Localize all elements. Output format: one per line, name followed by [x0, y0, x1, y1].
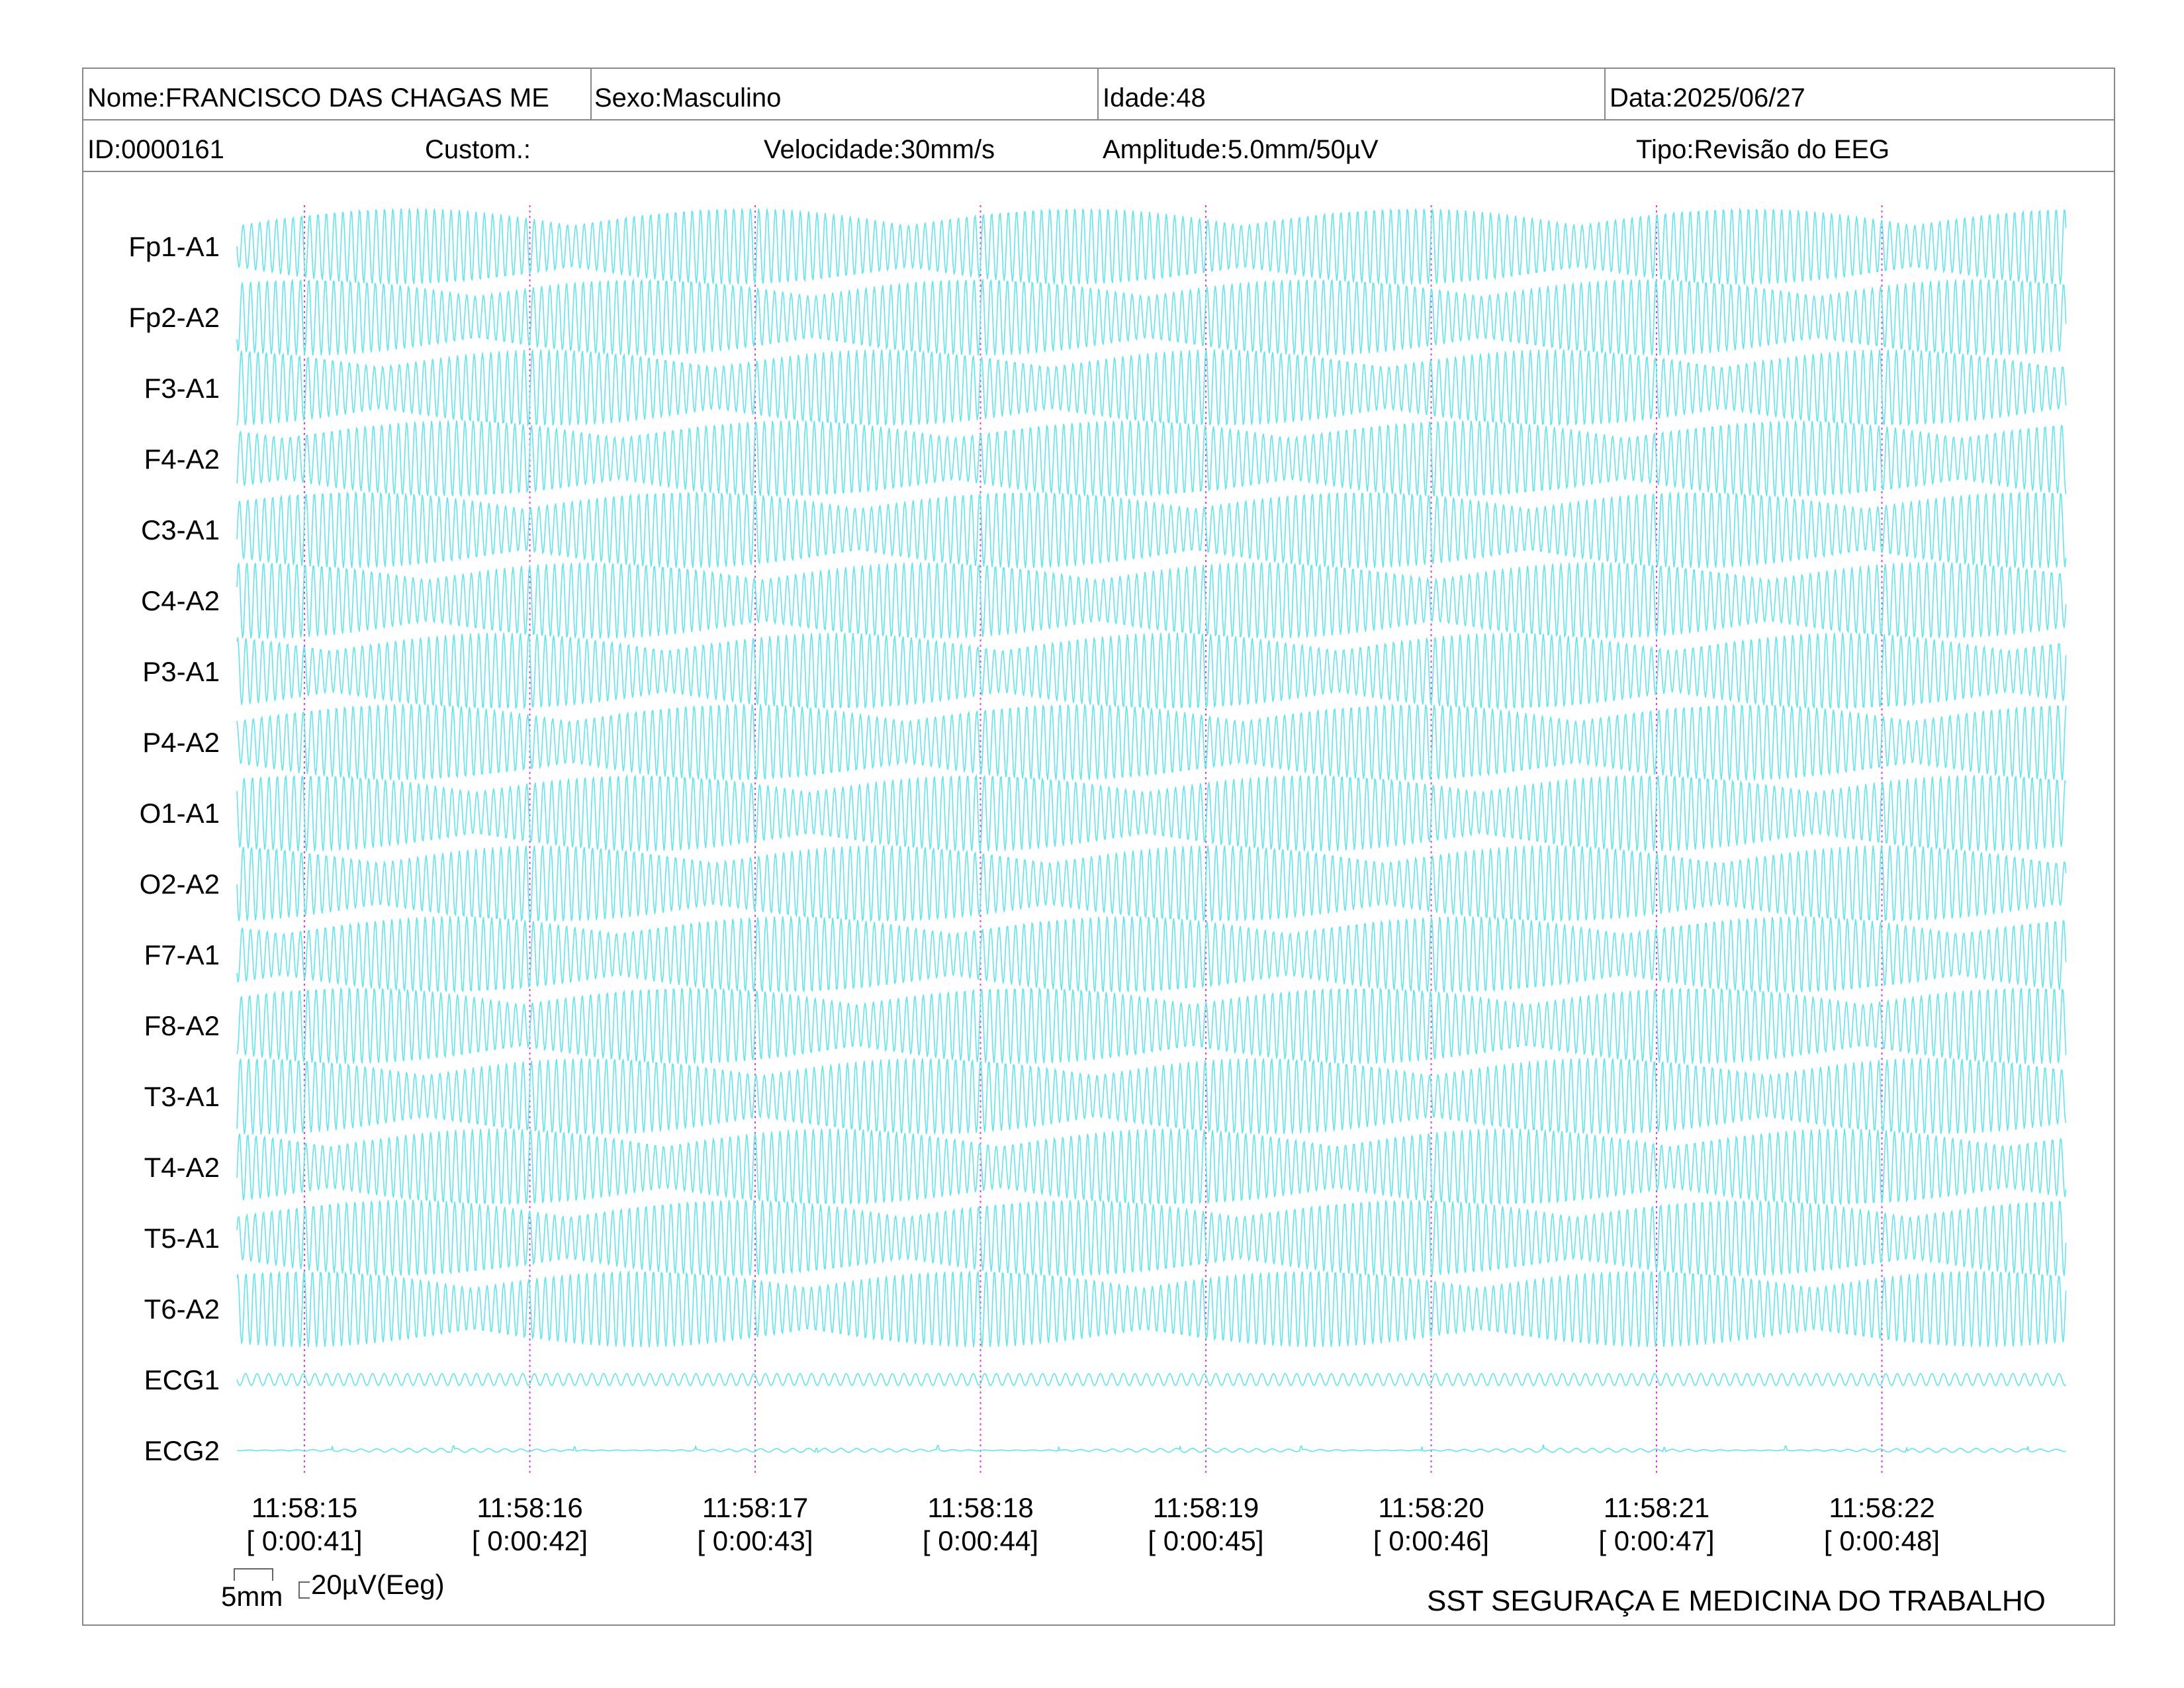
patient-age: Idade:48	[1103, 83, 1206, 113]
channel-label: F8-A2	[144, 1010, 220, 1041]
channel-label: Fp1-A1	[128, 231, 220, 262]
channel-trace	[236, 632, 2067, 710]
time-marker-elapsed: [ 0:00:42]	[472, 1525, 588, 1556]
time-marker-elapsed: [ 0:00:48]	[1824, 1525, 1940, 1556]
amplitude-scale-label: 20µV(Eeg)	[311, 1569, 445, 1600]
channel-label: T4-A2	[144, 1152, 220, 1183]
time-marker-elapsed: [ 0:00:47]	[1598, 1525, 1714, 1556]
channel-trace	[236, 207, 2067, 285]
record-type: Tipo:Revisão do EEG	[1636, 135, 1890, 164]
amplitude-setting: Amplitude:5.0mm/50µV	[1103, 135, 1379, 164]
channel-trace	[236, 1372, 2067, 1387]
channel-trace	[236, 1199, 2067, 1276]
channel-trace	[236, 845, 2067, 923]
channel-label: P4-A2	[142, 727, 220, 758]
channel-label: T6-A2	[144, 1293, 220, 1325]
channel-label: T5-A1	[144, 1223, 220, 1254]
channel-label: F4-A2	[144, 444, 220, 475]
channel-trace	[236, 349, 2067, 427]
time-marker-elapsed: [ 0:00:41]	[246, 1525, 362, 1556]
channel-trace	[236, 916, 2067, 994]
custom-field: Custom.:	[425, 135, 531, 164]
channel-label: T3-A1	[144, 1081, 220, 1112]
report-frame	[82, 68, 2115, 1626]
channel-trace	[236, 1444, 2066, 1453]
header-col-divider-3	[1604, 68, 1606, 119]
channel-trace	[236, 774, 2067, 852]
time-marker-clock: 11:58:20	[1378, 1492, 1484, 1523]
time-marker-elapsed: [ 0:00:45]	[1148, 1525, 1263, 1556]
channel-label: ECG1	[144, 1364, 220, 1395]
channel-label: Fp2-A2	[128, 302, 220, 333]
channel-label: O2-A2	[140, 868, 220, 900]
patient-sex: Sexo:Masculino	[594, 83, 782, 113]
time-marker-clock: 11:58:22	[1829, 1492, 1934, 1523]
channel-label: ECG2	[144, 1435, 220, 1466]
channel-label: F3-A1	[144, 373, 220, 404]
exam-date: Data:2025/06/27	[1610, 83, 1805, 113]
patient-name: Nome:FRANCISCO DAS CHAGAS ME	[87, 83, 549, 113]
channel-label: P3-A1	[142, 656, 220, 687]
channel-trace	[236, 1058, 2067, 1135]
speed-setting: Velocidade:30mm/s	[764, 135, 995, 164]
time-marker-clock: 11:58:16	[477, 1492, 582, 1523]
header-col-divider-2	[1097, 68, 1099, 119]
time-marker-elapsed: [ 0:00:44]	[923, 1525, 1038, 1556]
time-marker-clock: 11:58:21	[1604, 1492, 1709, 1523]
channel-trace	[236, 1270, 2067, 1348]
header-col-divider-1	[590, 68, 592, 119]
time-marker-elapsed: [ 0:00:46]	[1373, 1525, 1489, 1556]
time-marker-elapsed: [ 0:00:43]	[697, 1525, 813, 1556]
patient-id: ID:0000161	[87, 135, 224, 164]
time-marker-clock: 11:58:15	[251, 1492, 357, 1523]
channel-trace	[236, 278, 2067, 356]
channel-label: O1-A1	[140, 798, 220, 829]
channel-label: F7-A1	[144, 939, 220, 970]
time-marker-clock: 11:58:19	[1153, 1492, 1259, 1523]
time-marker-clock: 11:58:17	[702, 1492, 808, 1523]
organization-name: SST SEGURAÇA E MEDICINA DO TRABALHO	[1427, 1585, 2046, 1617]
channel-trace	[236, 491, 2067, 569]
time-scale-label: 5mm	[221, 1581, 283, 1612]
channel-label: C4-A2	[141, 585, 220, 616]
channel-trace	[236, 420, 2067, 498]
channel-label: C3-A1	[141, 514, 220, 545]
channel-trace	[236, 986, 2067, 1064]
channel-trace	[236, 1128, 2067, 1206]
channel-trace	[236, 703, 2067, 780]
time-marker-clock: 11:58:18	[927, 1492, 1033, 1523]
header-divider-2	[82, 171, 2115, 172]
channel-trace	[236, 562, 2067, 639]
header-divider-1	[82, 119, 2115, 120]
